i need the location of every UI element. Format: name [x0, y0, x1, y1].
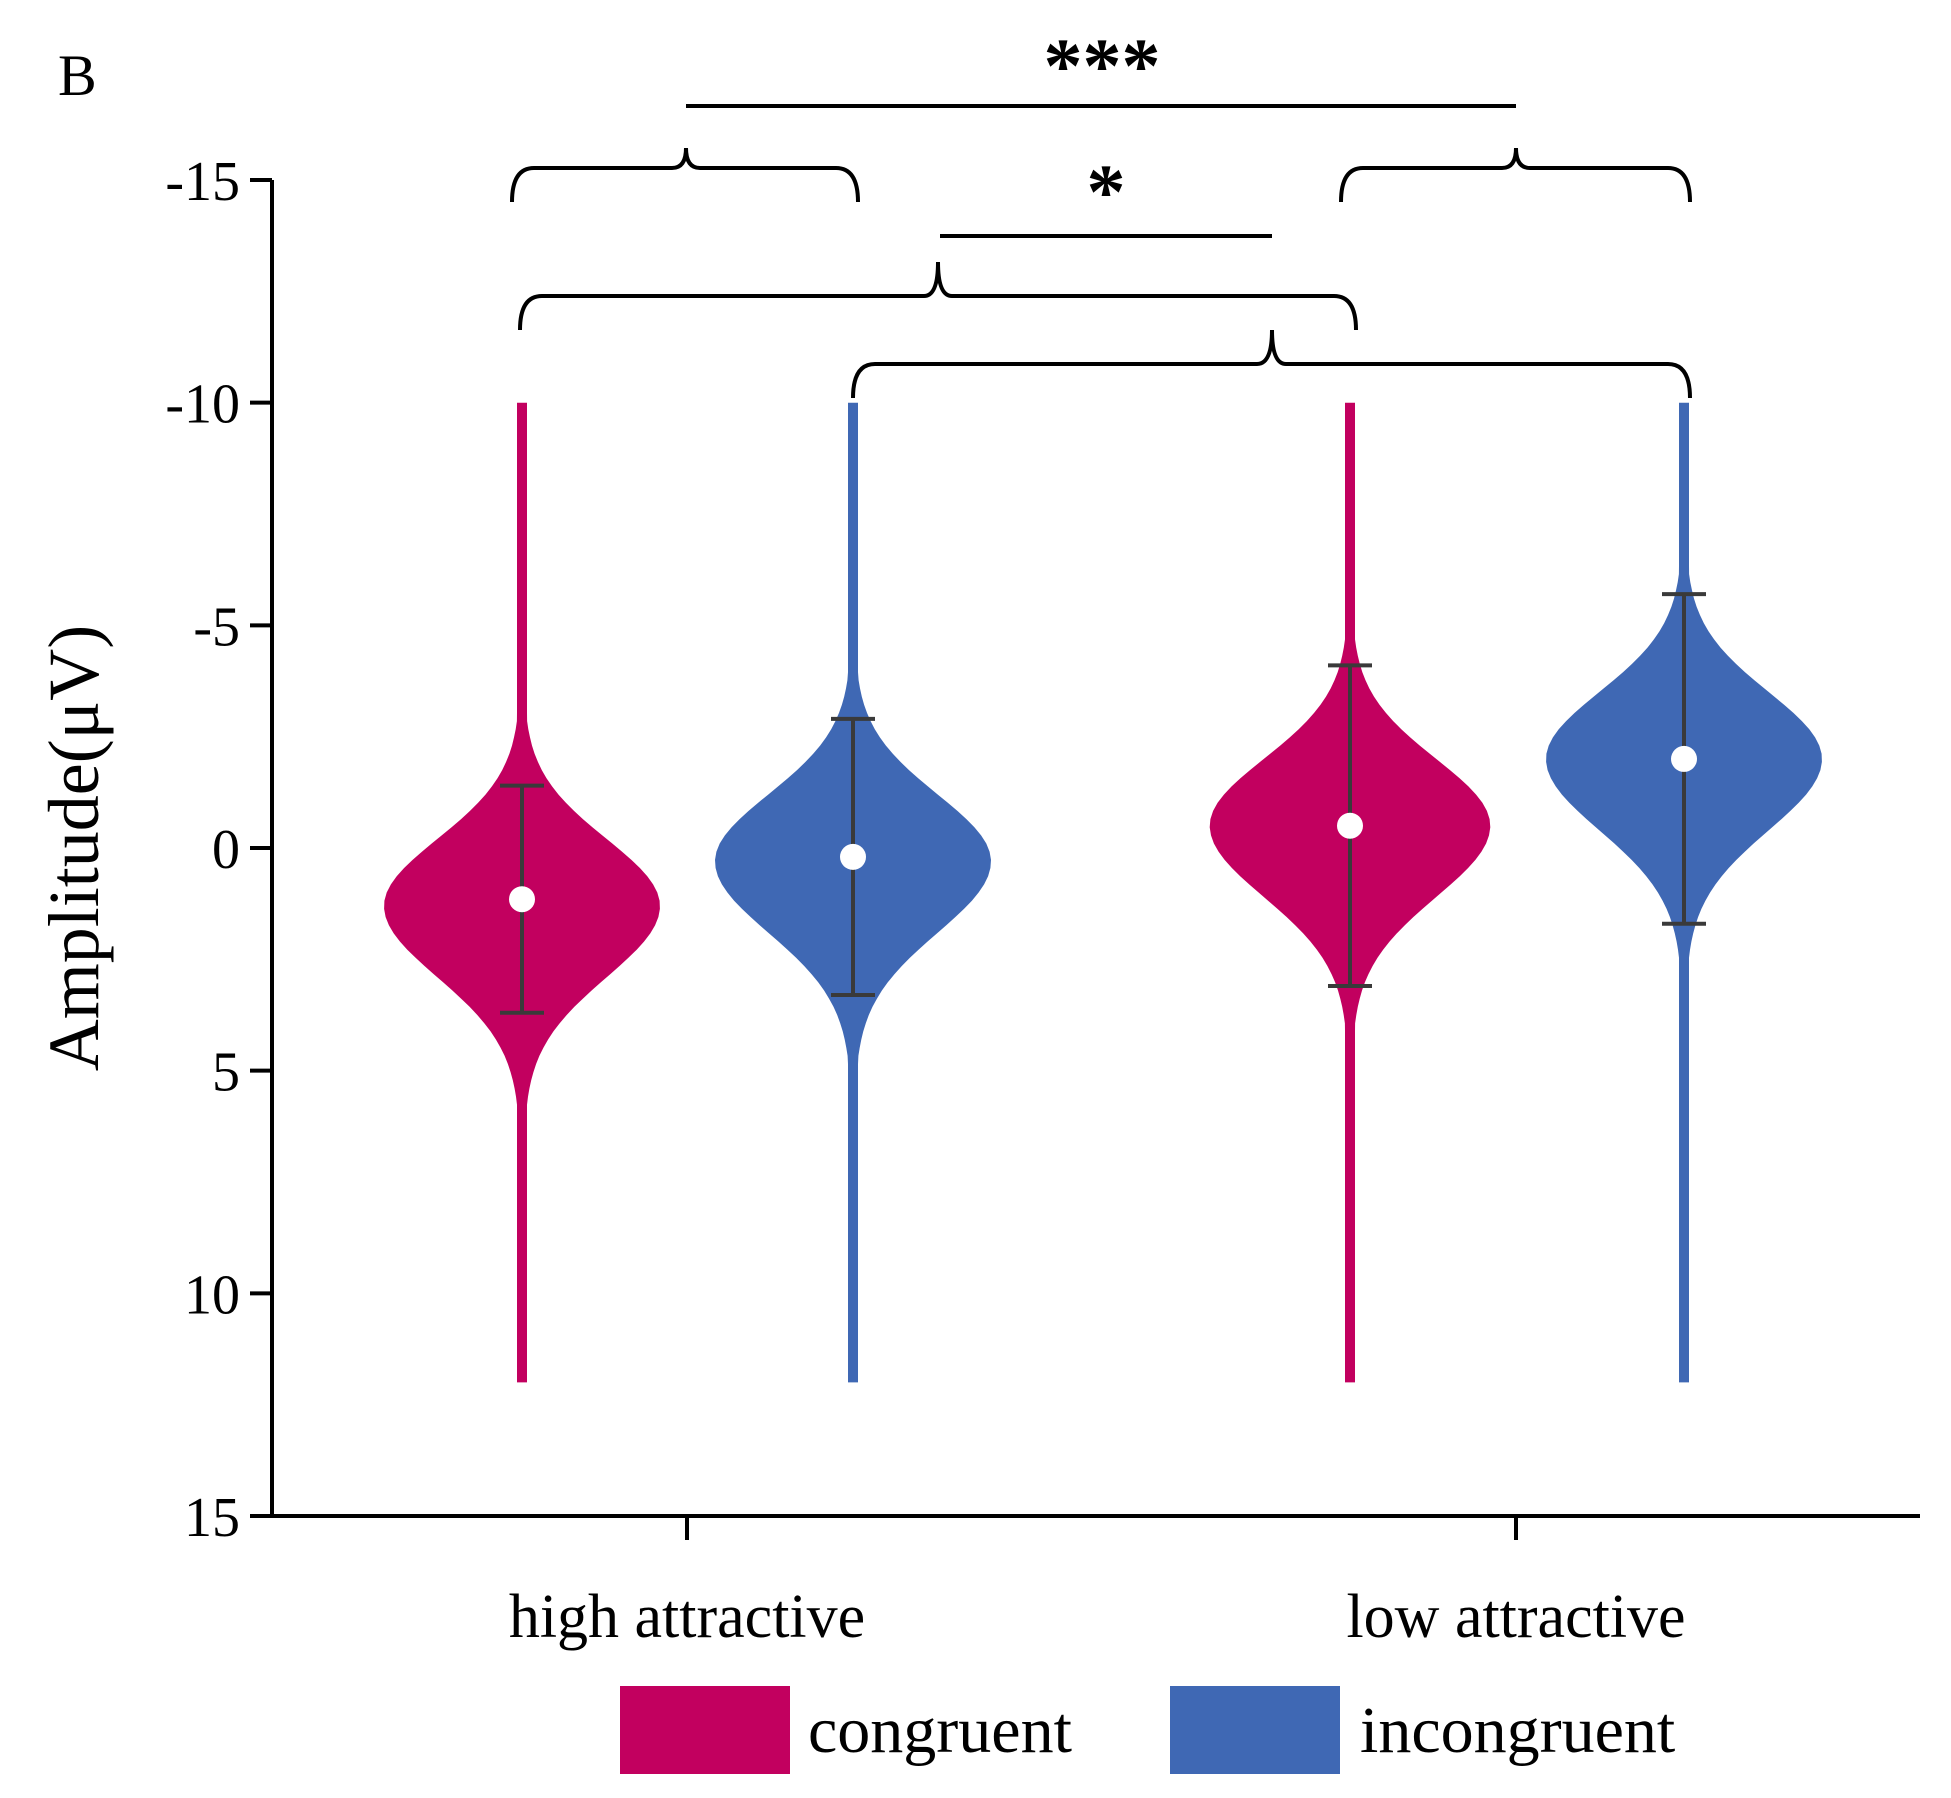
y-tick-label: 5 [212, 1042, 240, 1104]
mean-point-congruent-low-attractive [1337, 812, 1363, 839]
mean-point-congruent-high-attractive [509, 886, 535, 913]
y-tick-label: -15 [165, 151, 240, 213]
y-tick-label: 15 [184, 1487, 240, 1549]
x-tick-label-high-attractive: high attractive [509, 1583, 865, 1651]
y-ticks-group: -15 -10 -5 0 5 10 15 [165, 151, 272, 1549]
y-tick-label: -10 [165, 374, 240, 436]
y-tick-label: -5 [193, 596, 240, 658]
mean-point-incongruent-low-attractive [1671, 745, 1697, 772]
legend: congruent incongruent [620, 1686, 1675, 1774]
mean-point-incongruent-high-attractive [840, 843, 866, 870]
y-tick-label: 10 [184, 1264, 240, 1326]
y-tick-label: 0 [212, 819, 240, 881]
legend-swatch-incongruent [1170, 1686, 1340, 1774]
legend-swatch-congruent [620, 1686, 790, 1774]
legend-label-congruent: congruent [808, 1694, 1072, 1767]
brace-incongruent-pair [851, 329, 1692, 399]
brace-congruent-pair [518, 261, 1358, 331]
brace-high-attractive-pair [510, 147, 860, 203]
significance-brackets: *** * [510, 22, 1692, 399]
legend-label-incongruent: incongruent [1360, 1694, 1675, 1767]
brace-low-attractive-pair [1339, 147, 1692, 203]
panel-label: B [58, 43, 97, 108]
sig-label-attractiveness: *** [1044, 22, 1161, 109]
violins-group [384, 402, 1822, 1383]
x-tick-label-low-attractive: low attractive [1346, 1583, 1685, 1651]
sig-label-congruency: * [1087, 148, 1126, 235]
y-axis-label: Amplitude(μV) [34, 625, 114, 1072]
